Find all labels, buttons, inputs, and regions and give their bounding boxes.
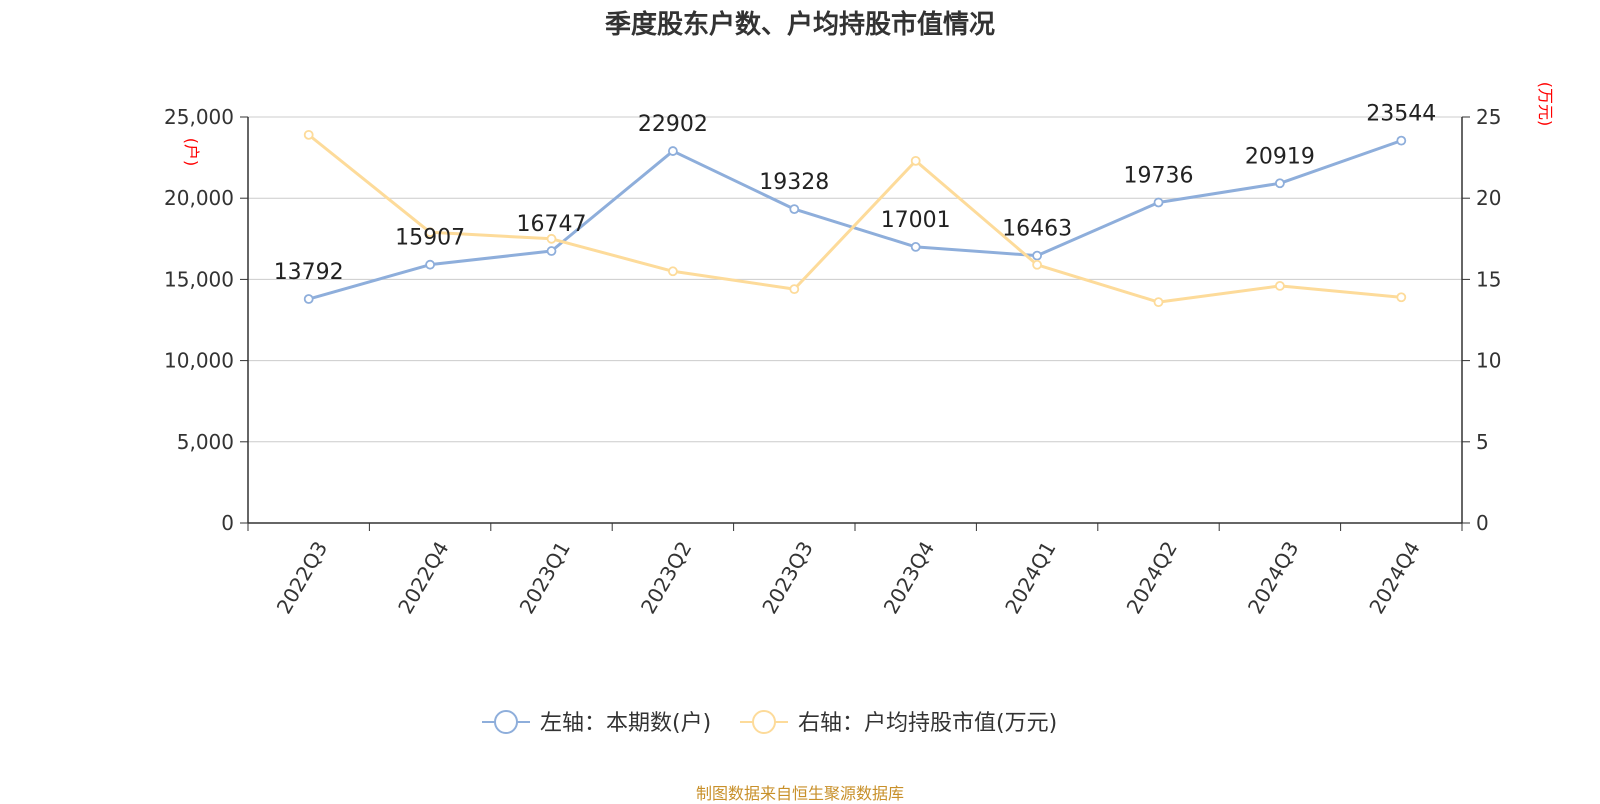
x-tick-label: 2023Q4: [879, 537, 939, 618]
data-label: 19736: [1124, 163, 1194, 188]
legend: 左轴：本期数(户) 右轴：户均持股市值(万元): [482, 710, 1057, 736]
series-line-left: [308, 139, 1402, 301]
point-right: [425, 227, 436, 238]
legend-marker: [494, 710, 518, 734]
data-label: 19328: [759, 170, 829, 195]
data-label: 16463: [1002, 217, 1072, 242]
legend-marker: [752, 710, 776, 734]
y-left-unit: (户): [182, 138, 201, 167]
data-label: 17001: [881, 208, 951, 233]
point-right: [1275, 280, 1285, 291]
y-right-tick-label: 25: [1476, 105, 1501, 129]
point-right: [303, 129, 314, 140]
x-tick-label: 2023Q2: [636, 537, 696, 618]
gridlines: [248, 116, 1462, 443]
point-left: [668, 146, 678, 156]
point-left: [1032, 250, 1042, 261]
y-left-tick-label: 20,000: [164, 186, 234, 210]
point-right: [1032, 259, 1042, 270]
y-left-tick-label: 0: [221, 511, 234, 535]
axes: 0 5,000 10,000 15,000 20,000 25,000 0 5 10 15 20 25…: [164, 82, 1555, 618]
line-chart: 0 5,000 10,000 15,000 20,000 25,000 0 5 10 15 20 25…: [164, 82, 1555, 736]
point-left: [789, 204, 800, 215]
point-left: [1396, 135, 1407, 146]
point-left: [1275, 178, 1285, 189]
x-tick-label: 2022Q3: [272, 537, 332, 618]
source-note: 制图数据来自恒生聚源数据库: [695, 784, 904, 803]
y-left-tick-label: 5,000: [177, 430, 234, 454]
legend-label-right: 右轴：户均持股市值(万元): [798, 711, 1057, 736]
x-tick-label: 2023Q1: [515, 537, 575, 618]
point-left: [425, 259, 436, 270]
point-left: [303, 294, 314, 304]
point-right: [668, 266, 678, 277]
data-label: 22902: [638, 112, 708, 137]
point-right: [1153, 297, 1164, 308]
y-right-tick-label: 20: [1476, 186, 1501, 210]
data-label: 23544: [1366, 102, 1436, 127]
y-right-unit: (万元): [1536, 82, 1555, 127]
point-left: [910, 242, 921, 252]
y-left-tick-label: 25,000: [164, 105, 234, 129]
y-right-tick-label: 0: [1476, 511, 1489, 535]
data-label: 16747: [517, 212, 587, 237]
x-tick-label: 2024Q3: [1243, 537, 1303, 618]
data-labels: 13792 15907 16747 22902 19328 17001 16463 19736…: [274, 102, 1437, 285]
legend-label-left: 左轴：本期数(户): [540, 711, 711, 736]
x-tick-label: 2024Q1: [1000, 537, 1060, 618]
point-left: [546, 246, 557, 256]
x-tick-label: 2022Q4: [393, 537, 453, 618]
data-label: 20919: [1245, 144, 1315, 169]
x-tick-label: 2024Q4: [1364, 537, 1424, 618]
x-tick-label: 2024Q2: [1122, 537, 1182, 618]
series-line-right: [307, 133, 1402, 304]
point-right: [910, 155, 921, 166]
data-label: 13792: [274, 260, 344, 285]
y-right-tick-label: 5: [1476, 430, 1489, 454]
series: [303, 129, 1407, 308]
point-right: [1396, 292, 1407, 303]
y-right-tick-label: 15: [1476, 267, 1501, 291]
x-tick-label: 2023Q3: [757, 537, 817, 618]
y-left-tick-label: 10,000: [164, 349, 234, 373]
y-right-tick-label: 10: [1476, 349, 1501, 373]
chart-title: 季度股东户数、户均持股市值情况: [604, 10, 995, 40]
y-left-tick-label: 15,000: [164, 267, 234, 291]
point-right: [546, 233, 557, 244]
data-label: 15907: [395, 226, 465, 251]
point-right: [789, 284, 800, 295]
point-left: [1153, 197, 1164, 208]
